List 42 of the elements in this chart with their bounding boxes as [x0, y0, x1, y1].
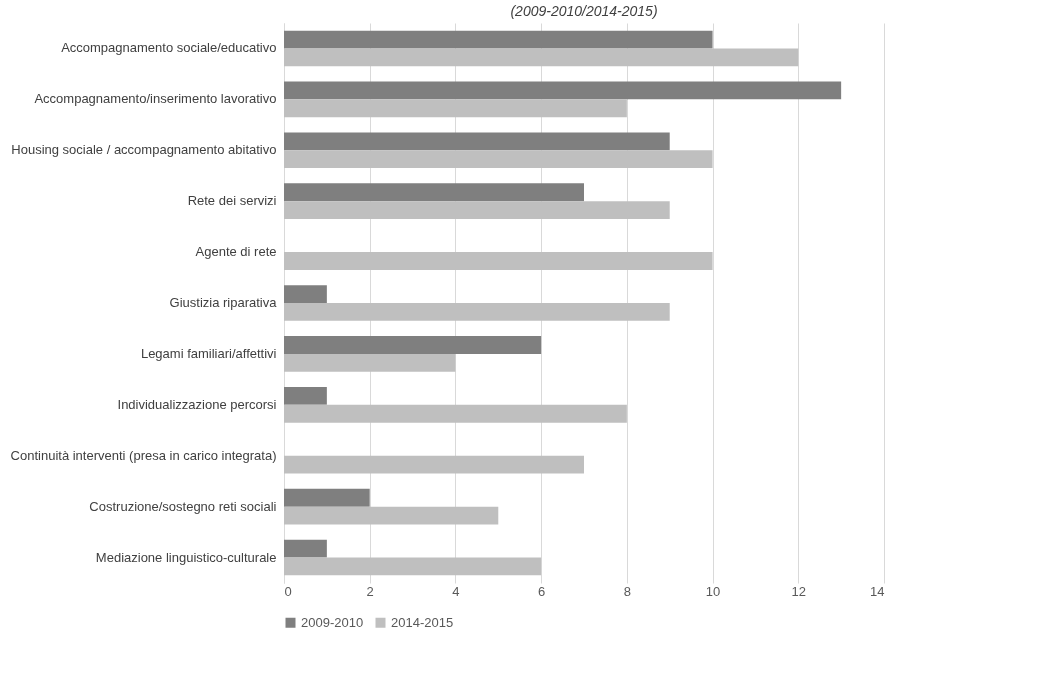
- y-tick-label: Accompagnamento sociale/educativo: [61, 40, 277, 56]
- x-tick-label: 10: [705, 583, 721, 599]
- bar: [284, 404, 627, 423]
- bar: [284, 303, 670, 321]
- bar: [284, 353, 456, 372]
- bar: [284, 539, 327, 558]
- bar: [284, 557, 542, 576]
- bar: [284, 387, 327, 405]
- y-tick-label: Giustizia riparativa: [169, 295, 278, 310]
- y-tick-label: Continuità interventi (presa in carico integrata): [10, 447, 277, 463]
- chart-title: (2009-2010/2014-2015): [510, 3, 658, 19]
- bar: [284, 455, 584, 474]
- legend-label: 2014-2015: [391, 614, 454, 630]
- bar: [284, 252, 713, 270]
- bar: [284, 183, 584, 202]
- x-tick-label: 6: [538, 583, 546, 599]
- legend-label: 2009-2010: [301, 614, 364, 630]
- y-tick-label: Accompagnamento/inserimento lavorativo: [34, 91, 277, 107]
- x-tick-label: 2: [366, 583, 374, 599]
- bar: [284, 285, 327, 303]
- y-tick-label: Costruzione/sostegno reti sociali: [89, 498, 277, 514]
- y-tick-label: Rete dei servizi: [187, 193, 277, 209]
- x-tick-label: 0: [284, 583, 292, 599]
- bar: [284, 336, 542, 354]
- bar: [284, 488, 370, 507]
- bar: [284, 150, 713, 169]
- bar: [284, 99, 627, 118]
- y-tick-label: Legami familiari/affettivi: [140, 345, 277, 361]
- x-tick-label: 4: [452, 583, 460, 599]
- x-tick-label: 8: [623, 583, 631, 599]
- x-tick-label: 12: [791, 583, 807, 599]
- bar: [284, 132, 670, 151]
- bar: [284, 48, 799, 67]
- bar: [284, 506, 499, 525]
- bar: [284, 81, 842, 100]
- bar: [284, 201, 670, 219]
- y-tick-label: Agente di rete: [195, 244, 277, 260]
- bar: [284, 30, 713, 49]
- y-tick-label: Individualizzazione percorsi: [117, 396, 277, 412]
- x-tick-label: 14: [870, 583, 885, 599]
- y-tick-label: Mediazione linguistico-culturale: [95, 549, 277, 565]
- y-tick-label: Housing sociale / accompagnamento abitativo: [11, 142, 277, 158]
